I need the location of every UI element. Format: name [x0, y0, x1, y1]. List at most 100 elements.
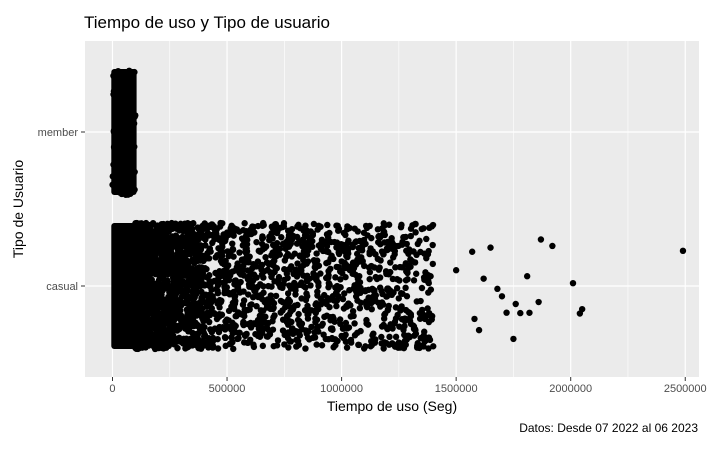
data-point	[304, 315, 312, 322]
data-point	[184, 344, 191, 351]
data-point	[183, 297, 191, 305]
data-point	[129, 109, 136, 116]
data-point	[325, 273, 332, 281]
data-point	[284, 290, 292, 297]
data-point	[236, 329, 243, 336]
data-point	[150, 343, 157, 350]
data-point	[131, 186, 138, 193]
data-point	[274, 337, 282, 344]
data-point	[384, 286, 391, 294]
data-point	[200, 257, 207, 265]
data-point	[257, 264, 264, 271]
data-point	[407, 313, 415, 320]
data-point	[225, 307, 233, 315]
data-point	[385, 341, 393, 348]
data-point	[279, 327, 287, 334]
data-point	[262, 254, 269, 261]
data-point	[315, 222, 322, 230]
data-point	[327, 313, 334, 321]
data-point	[254, 332, 262, 340]
data-point	[398, 221, 405, 229]
data-point	[350, 312, 357, 320]
data-point	[267, 292, 275, 299]
x-tick-label: 2000000	[549, 383, 592, 395]
data-point	[391, 320, 398, 327]
outlier-point	[471, 315, 478, 323]
data-point	[222, 342, 229, 350]
data-point	[365, 264, 373, 271]
data-point	[145, 225, 152, 232]
data-point	[323, 300, 330, 308]
data-point	[335, 293, 342, 300]
data-point	[164, 271, 172, 278]
data-point	[269, 305, 277, 313]
data-point	[243, 227, 250, 235]
data-point	[260, 289, 267, 296]
data-point	[425, 334, 433, 341]
data-point	[227, 340, 234, 347]
data-point	[168, 331, 176, 339]
data-point	[403, 268, 410, 275]
data-point	[128, 154, 135, 161]
data-point	[300, 272, 307, 279]
data-point	[393, 284, 401, 292]
data-point	[173, 224, 181, 232]
data-point	[253, 238, 260, 246]
data-point	[128, 160, 136, 167]
data-point	[204, 309, 211, 317]
data-point	[308, 307, 315, 314]
data-point	[246, 283, 253, 290]
data-point	[174, 344, 181, 352]
data-point	[155, 318, 162, 325]
data-point	[132, 241, 139, 248]
x-tick-label: 0	[109, 383, 115, 395]
data-point	[428, 223, 436, 230]
data-point	[189, 318, 196, 325]
data-point	[360, 229, 368, 236]
x-tick-label: 2500000	[664, 383, 707, 395]
chart-caption: Datos: Desde 07 2022 al 06 2023	[519, 421, 698, 435]
data-point	[404, 276, 411, 283]
data-point	[147, 260, 154, 268]
data-point	[291, 302, 299, 309]
data-point	[397, 307, 404, 314]
data-point	[337, 320, 344, 328]
data-point	[333, 222, 340, 229]
data-point	[392, 304, 400, 311]
data-point	[155, 303, 162, 311]
data-point	[119, 97, 126, 104]
data-point	[401, 317, 409, 325]
data-point	[121, 151, 129, 158]
data-point	[110, 72, 117, 80]
data-point	[247, 324, 255, 331]
data-point	[314, 323, 321, 330]
data-point	[196, 299, 204, 306]
data-point	[296, 281, 304, 289]
data-point	[367, 299, 375, 307]
data-point	[269, 270, 276, 278]
data-point	[214, 345, 222, 352]
data-point	[114, 67, 122, 75]
data-point	[136, 245, 143, 253]
data-point	[276, 245, 284, 252]
data-point	[132, 233, 140, 241]
data-point	[350, 259, 358, 266]
outlier-point	[475, 326, 483, 334]
data-point	[218, 259, 226, 267]
data-point	[346, 224, 353, 232]
data-point	[340, 229, 348, 237]
data-point	[152, 237, 159, 245]
data-point	[144, 325, 152, 333]
data-point	[331, 297, 338, 304]
data-point	[278, 234, 285, 241]
data-point	[216, 296, 223, 304]
data-point	[259, 233, 266, 240]
data-point	[263, 324, 271, 331]
data-point	[380, 250, 387, 258]
data-point	[228, 222, 235, 229]
data-point	[293, 240, 301, 247]
data-point	[395, 295, 402, 302]
data-point	[383, 325, 391, 332]
outlier-point	[517, 309, 524, 317]
data-point	[398, 241, 406, 248]
